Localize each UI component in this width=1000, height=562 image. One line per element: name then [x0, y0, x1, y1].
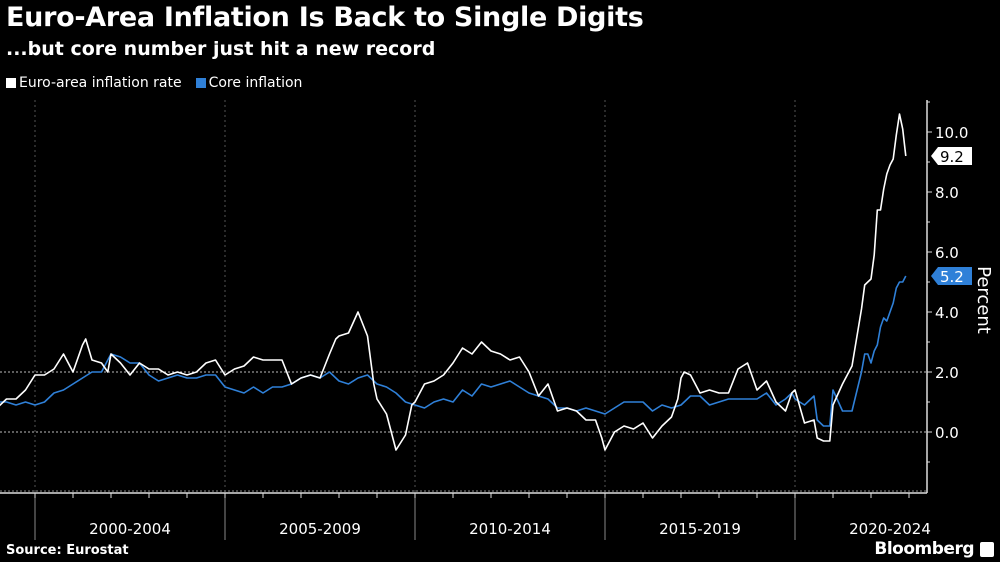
y-tick-label: 10.0 — [935, 124, 968, 142]
series-line-core — [0, 275, 907, 427]
legend-item-headline: Euro-area inflation rate — [6, 75, 182, 91]
value-tag-label: 5.2 — [940, 268, 964, 286]
y-axis-label: Percent — [973, 266, 994, 334]
value-tag — [931, 267, 972, 285]
legend-swatch — [6, 78, 16, 88]
value-tag — [931, 147, 972, 165]
legend-label: Euro-area inflation rate — [19, 75, 182, 91]
y-tick-label: 2.0 — [935, 364, 959, 382]
x-tick-label: 2005-2009 — [279, 520, 361, 538]
y-tick-label: 0.0 — [935, 424, 959, 442]
series-line-headline — [0, 113, 907, 451]
y-tick-label: 4.0 — [935, 304, 959, 322]
value-tag-label: 9.2 — [940, 148, 964, 166]
y-tick-label: 6.0 — [935, 244, 959, 262]
bloomberg-icon — [980, 542, 994, 557]
chart-subtitle: ...but core number just hit a new record — [6, 38, 436, 60]
x-tick-label: 2000-2004 — [89, 520, 171, 538]
x-tick-label: 2020-2024 — [849, 520, 931, 538]
chart-title: Euro-Area Inflation Is Back to Single Di… — [6, 2, 644, 33]
source-note: Source: Eurostat — [6, 543, 129, 558]
x-tick-label: 2010-2014 — [469, 520, 551, 538]
legend-item-core: Core inflation — [195, 75, 303, 91]
brand-logo: Bloomberg — [874, 539, 974, 559]
x-tick-label: 2015-2019 — [659, 520, 741, 538]
legend-swatch — [195, 78, 206, 88]
y-tick-label: 8.0 — [935, 184, 959, 202]
legend: Euro-area inflation rate Core inflation — [6, 75, 302, 91]
legend-label: Core inflation — [208, 75, 303, 91]
